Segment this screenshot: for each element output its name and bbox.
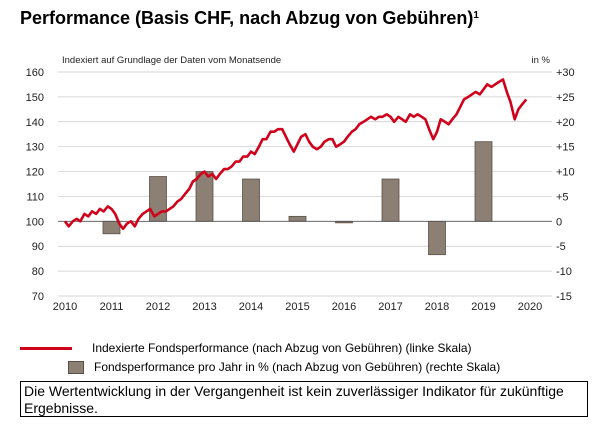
right-tick-label: +20 — [556, 117, 575, 129]
disclaimer-text: Die Wertentwicklung in der Vergangenheit… — [24, 383, 564, 416]
left-tick-label: 160 — [26, 67, 44, 79]
disclaimer-box: Die Wertentwicklung in der Vergangenheit… — [20, 381, 588, 417]
left-tick-label: 70 — [32, 291, 44, 303]
chart-title-text: Performance (Basis CHF, nach Abzug von G… — [20, 8, 474, 28]
x-tick-label: 2011 — [100, 301, 124, 313]
left-tick-label: 130 — [26, 142, 44, 154]
left-tick-label: 110 — [26, 191, 44, 203]
legend-line-label: Indexierte Fondsperformance (nach Abzug … — [92, 341, 472, 355]
right-tick-label: +10 — [556, 167, 575, 179]
chart-svg: 160 150 140 130 120 110 100 90 80 70 +30 +25 +20 +15… — [26, 55, 575, 313]
right-tick-label: +5 — [556, 191, 569, 203]
right-tick-label: +25 — [556, 92, 575, 104]
right-tick-label: +30 — [556, 67, 575, 79]
right-axis-caption: in % — [532, 55, 551, 66]
left-axis-ticks: 160 150 140 130 120 110 100 90 80 70 — [26, 67, 44, 303]
left-tick-label: 140 — [26, 117, 44, 129]
x-tick-label: 2010 — [53, 301, 77, 313]
legend-line-swatch — [20, 346, 72, 350]
x-tick-label: 2017 — [378, 301, 402, 313]
chart-title: Performance (Basis CHF, nach Abzug von G… — [20, 8, 479, 29]
left-tick-label: 80 — [32, 266, 44, 278]
right-tick-label: +15 — [556, 142, 575, 154]
x-tick-label: 2019 — [471, 301, 495, 313]
right-tick-label: -5 — [556, 241, 566, 253]
x-tick-label: 2014 — [239, 301, 263, 313]
right-tick-label: -10 — [556, 266, 572, 278]
legend-line-row: Indexierte Fondsperformance (nach Abzug … — [20, 341, 472, 355]
left-axis-caption: Indexiert auf Grundlage der Daten vom Mo… — [62, 55, 281, 66]
x-axis-ticks: 2010 2011 2012 2013 2014 2015 2016 2017 2018 2019… — [53, 301, 542, 313]
bar-series — [102, 141, 493, 256]
performance-line — [63, 78, 528, 231]
bar-2011 — [102, 220, 121, 235]
x-tick-label: 2013 — [192, 301, 216, 313]
bar-2015 — [288, 215, 307, 222]
bar-2018 — [428, 220, 446, 256]
bar-2013 — [195, 171, 214, 222]
title-footnote-marker: 1 — [473, 10, 479, 21]
right-tick-label: -15 — [556, 291, 572, 303]
x-tick-label: 2020 — [518, 301, 542, 313]
x-tick-label: 2012 — [146, 301, 170, 313]
bar-2014 — [242, 178, 260, 222]
x-tick-label: 2018 — [425, 301, 449, 313]
bar-2019 — [474, 141, 493, 222]
left-tick-label: 100 — [26, 216, 44, 228]
legend-bar-swatch — [68, 360, 84, 374]
x-tick-label: 2015 — [285, 301, 309, 313]
left-tick-label: 150 — [26, 92, 44, 104]
right-axis-ticks: +30 +25 +20 +15 +10 +5 0 -5 -10 -15 — [556, 67, 575, 303]
bar-2017 — [381, 178, 400, 222]
legend-bar-row: Fondsperformance pro Jahr in % (nach Abz… — [20, 360, 500, 374]
x-tick-label: 2016 — [332, 301, 356, 313]
legend-bar-label: Fondsperformance pro Jahr in % (nach Abz… — [94, 360, 501, 374]
right-tick-label: 0 — [556, 216, 562, 228]
left-tick-label: 120 — [26, 167, 44, 179]
left-tick-label: 90 — [32, 241, 44, 253]
